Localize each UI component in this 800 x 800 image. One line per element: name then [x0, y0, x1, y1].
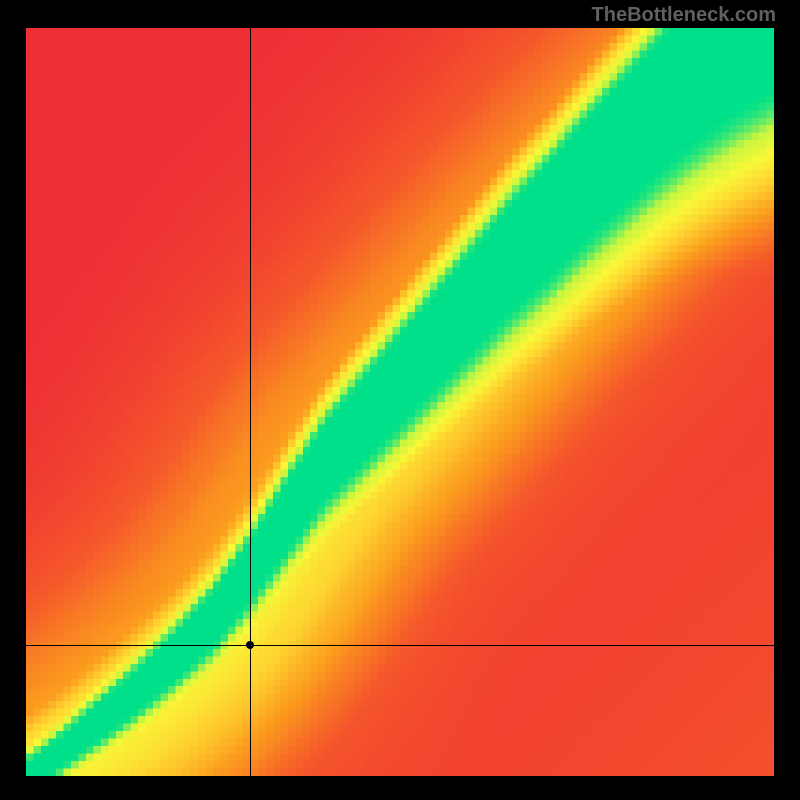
- watermark-text: TheBottleneck.com: [592, 4, 776, 27]
- crosshair-horizontal: [26, 645, 774, 646]
- heatmap-canvas: [26, 28, 774, 776]
- current-point-marker: [246, 641, 254, 649]
- crosshair-vertical: [250, 28, 251, 776]
- bottleneck-heatmap: [26, 28, 774, 776]
